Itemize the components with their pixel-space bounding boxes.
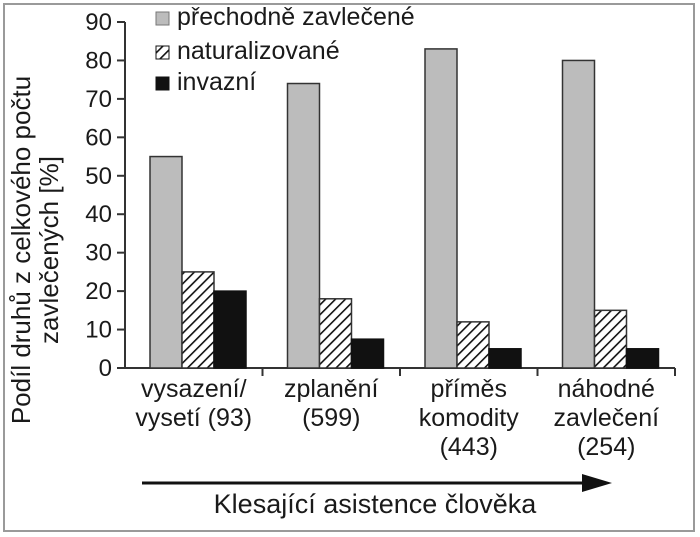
category-label: zplanění	[284, 375, 379, 403]
y-tick-label: 0	[99, 355, 112, 382]
bar-naturalizovan-1	[181, 271, 215, 369]
category-label: náhodné	[558, 375, 655, 403]
category-label: (443)	[440, 433, 498, 461]
direction-arrow-head	[582, 474, 612, 492]
legend-swatch-p-echodn-zavle-en	[155, 11, 170, 26]
bar-invazn-2	[350, 338, 385, 369]
category-label: vysazení/	[141, 375, 247, 403]
bar-naturalizovan-3	[456, 321, 490, 369]
bar-naturalizovan-4	[593, 309, 628, 369]
category-label: (254)	[577, 433, 635, 461]
bar-invazn-1	[213, 290, 247, 369]
legend-swatch-invazn	[155, 76, 170, 91]
category-label: (599)	[302, 404, 360, 432]
x-axis-title: Klesající asistence člověka	[214, 489, 538, 519]
bar-p-echodn-zavle-en-4	[561, 59, 596, 369]
y-tick-label: 90	[85, 9, 112, 36]
y-tick-label: 70	[85, 86, 112, 113]
y-axis-title: Podíl druhů z celkového počtu	[6, 76, 36, 424]
bar-p-echodn-zavle-en-1	[149, 155, 183, 369]
bar-p-echodn-zavle-en-2	[286, 82, 321, 369]
y-axis-title: zavlečených [%]	[34, 156, 64, 344]
category-label: příměs	[431, 375, 507, 403]
y-tick-label: 80	[85, 47, 112, 74]
bar-p-echodn-zavle-en-3	[424, 48, 458, 369]
category-label: komodity	[419, 404, 520, 432]
y-tick-label: 50	[85, 163, 112, 190]
bar-invazn-3	[488, 348, 522, 369]
legend-label: invazní	[177, 68, 256, 96]
legend-swatch-naturalizovan	[155, 45, 170, 60]
y-tick-label: 40	[85, 201, 112, 228]
y-tick-label: 10	[85, 317, 112, 344]
bar-invazn-4	[625, 348, 660, 369]
bar-naturalizovan-2	[318, 298, 353, 369]
y-tick-label: 60	[85, 124, 112, 151]
y-tick-label: 20	[85, 278, 112, 305]
y-tick-label: 30	[85, 240, 112, 267]
legend-label: přechodně zavlečené	[177, 3, 415, 31]
legend-label: naturalizované	[177, 37, 340, 65]
category-label: zavlečení	[553, 404, 659, 432]
category-label: vysetí (93)	[135, 404, 252, 432]
